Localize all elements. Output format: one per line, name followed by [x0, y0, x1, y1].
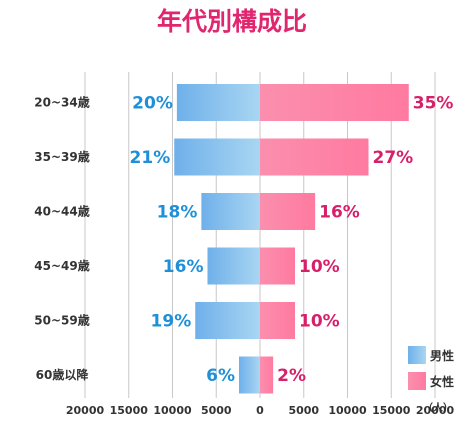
x-tick-label: 15000 — [110, 404, 149, 417]
legend: 男性 女性 — [408, 346, 454, 390]
bar-female — [260, 138, 369, 176]
x-tick-label: 5000 — [288, 404, 319, 417]
chart-title: 年代別構成比 — [157, 7, 307, 36]
gridlines — [84, 72, 436, 398]
data-label-female: 16% — [319, 203, 360, 223]
category-label: 35~39歳 — [34, 149, 89, 164]
x-tick-label: 20000 — [416, 404, 455, 417]
legend-label-female: 女性 — [430, 374, 454, 389]
legend-label-male: 男性 — [430, 348, 454, 363]
data-label-female: 10% — [299, 257, 340, 277]
x-axis-ticks: 20000 15000 10000 5000 0 5000 10000 15000 20000 — [66, 404, 455, 417]
bar-male — [176, 84, 260, 121]
category-label: 20~34歳 — [34, 95, 89, 110]
x-tick-label: 0 — [256, 404, 264, 417]
bar-female — [260, 193, 316, 230]
bar-male — [239, 356, 260, 394]
data-label-female: 2% — [277, 366, 306, 386]
data-label-female: 27% — [373, 148, 414, 168]
data-label-male: 20% — [132, 94, 173, 114]
bar-female — [260, 247, 295, 285]
category-label: 45~49歳 — [34, 258, 89, 273]
x-tick-label: 15000 — [372, 404, 411, 417]
legend-swatch-male — [408, 346, 426, 364]
bars — [174, 84, 409, 394]
data-label-male: 16% — [163, 257, 204, 277]
data-label-male: 19% — [151, 312, 192, 332]
bar-male — [174, 138, 260, 176]
x-axis-unit: （人） — [423, 401, 453, 414]
data-labels: 20% 35% 21% 27% 18% 16% 16% 10% 19% 10% 6% 2% — [130, 94, 454, 387]
x-tick-label: 10000 — [153, 404, 192, 417]
legend-swatch-female — [408, 372, 426, 390]
x-tick-label: 5000 — [201, 404, 232, 417]
data-label-male: 21% — [130, 148, 171, 168]
category-label: 40~44歳 — [34, 204, 89, 219]
category-label: 60歳以降 — [36, 367, 90, 382]
x-tick-label: 20000 — [66, 404, 105, 417]
category-label: 50~59歳 — [34, 313, 89, 328]
data-label-female: 10% — [299, 312, 340, 332]
category-labels: 20~34歳 35~39歳 40~44歳 45~49歳 50~59歳 60歳以降 — [34, 95, 89, 383]
data-label-female: 35% — [413, 94, 454, 114]
bar-female — [260, 302, 295, 339]
bar-female — [260, 356, 274, 394]
bar-female — [260, 84, 409, 121]
bar-male — [195, 302, 260, 339]
x-tick-label: 10000 — [328, 404, 367, 417]
bar-male — [207, 247, 260, 285]
data-label-male: 18% — [157, 203, 198, 223]
data-label-male: 6% — [206, 366, 235, 386]
bar-male — [201, 193, 260, 230]
